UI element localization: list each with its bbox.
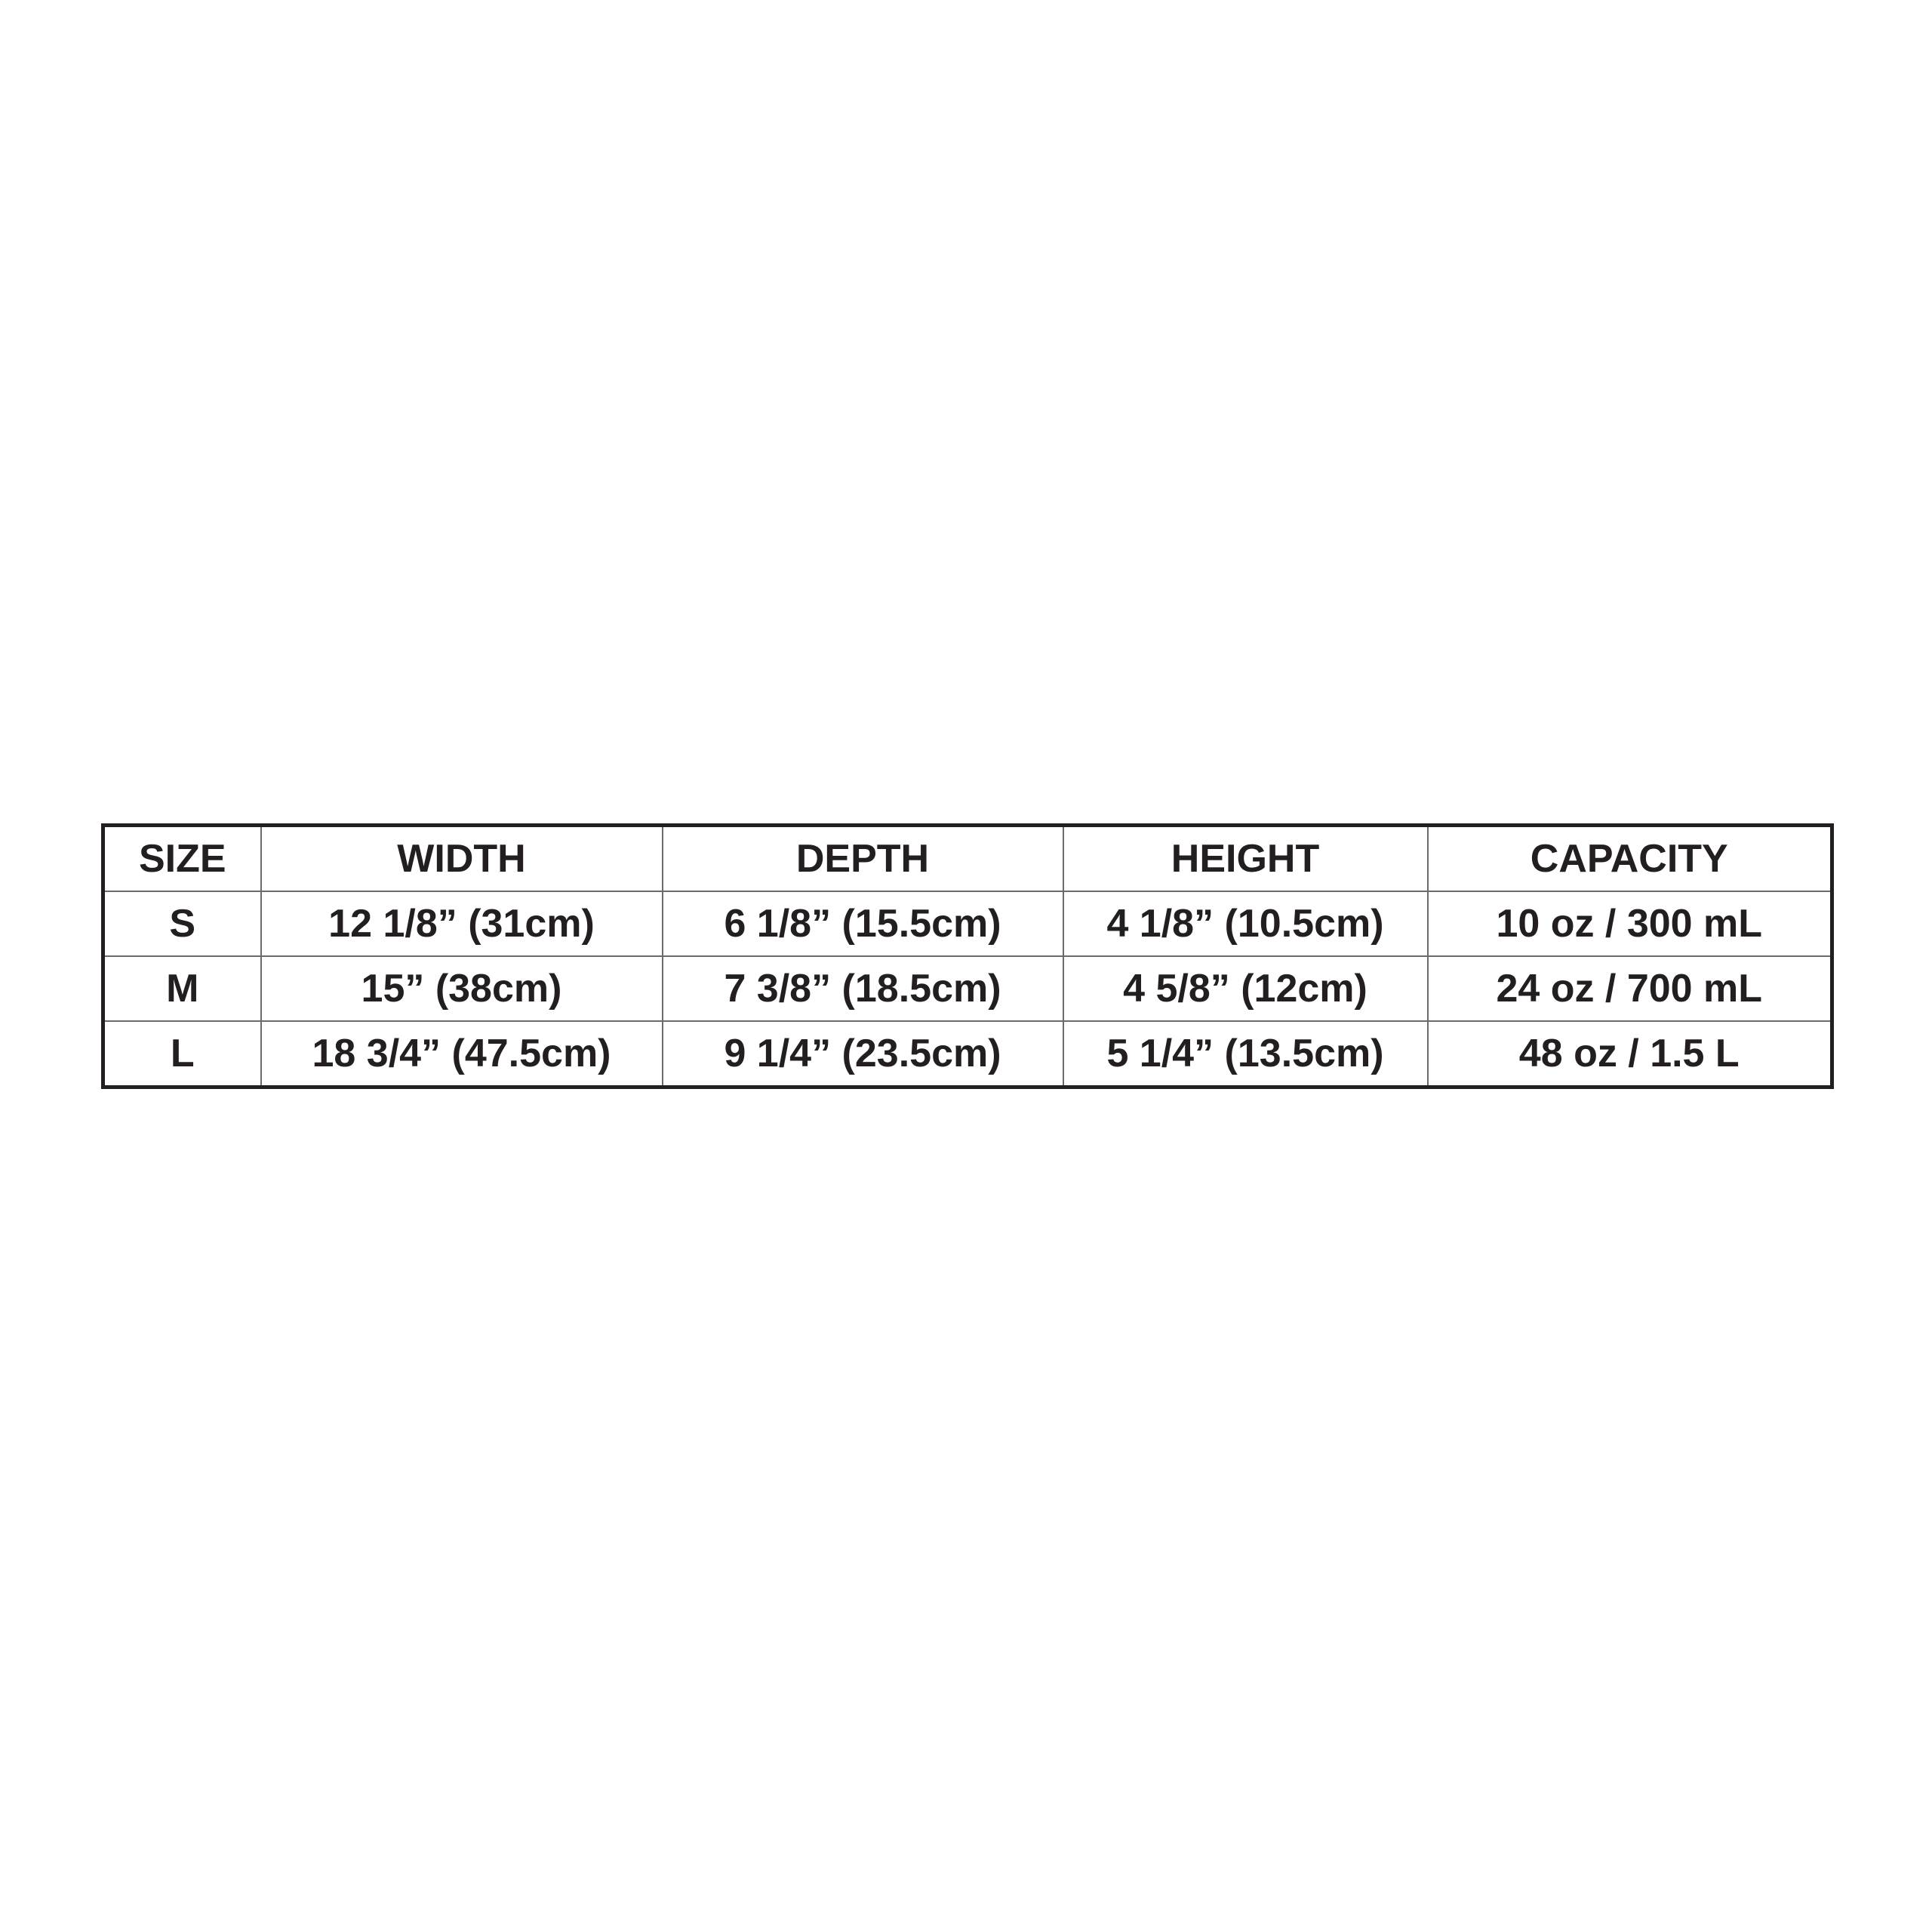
table-cell: 4 1/8” (10.5cm) [1062, 891, 1429, 957]
table-cell: 10 oz / 300 mL [1426, 891, 1833, 957]
header-row: SIZE WIDTH DEPTH HEIGHT CAPACITY [102, 824, 1833, 892]
table-row: S 12 1/8” (31cm) 6 1/8” (15.5cm) 4 1/8” (10… [102, 891, 1833, 957]
table-body: S 12 1/8” (31cm) 6 1/8” (15.5cm) 4 1/8” (10… [102, 891, 1833, 1088]
size-table: SIZE WIDTH DEPTH HEIGHT CAPACITY S 12 1/8” (3… [101, 823, 1834, 1089]
header-cell: WIDTH [260, 824, 663, 892]
table-cell: 15” (38cm) [260, 955, 663, 1022]
header-cell: HEIGHT [1062, 824, 1429, 892]
table-cell: 48 oz / 1.5 L [1426, 1020, 1833, 1088]
table-cell: L [102, 1020, 262, 1088]
header-cell: SIZE [102, 824, 262, 892]
table-cell: S [102, 891, 262, 957]
table-cell: M [102, 955, 262, 1022]
table-row: L 18 3/4” (47.5cm) 9 1/4” (23.5cm) 5 1/4” (… [102, 1020, 1833, 1088]
table-cell: 6 1/8” (15.5cm) [661, 891, 1064, 957]
table-cell: 24 oz / 700 mL [1426, 955, 1833, 1022]
table-cell: 5 1/4” (13.5cm) [1062, 1020, 1429, 1088]
table-cell: 4 5/8” (12cm) [1062, 955, 1429, 1022]
table-header: SIZE WIDTH DEPTH HEIGHT CAPACITY [102, 824, 1833, 892]
header-cell: CAPACITY [1426, 824, 1833, 892]
table-cell: 7 3/8” (18.5cm) [661, 955, 1064, 1022]
table-cell: 12 1/8” (31cm) [260, 891, 663, 957]
table-row: M 15” (38cm) 7 3/8” (18.5cm) 4 5/8” (12cm) 2… [102, 955, 1833, 1022]
table-cell: 9 1/4” (23.5cm) [661, 1020, 1064, 1088]
table-cell: 18 3/4” (47.5cm) [260, 1020, 663, 1088]
header-cell: DEPTH [661, 824, 1064, 892]
